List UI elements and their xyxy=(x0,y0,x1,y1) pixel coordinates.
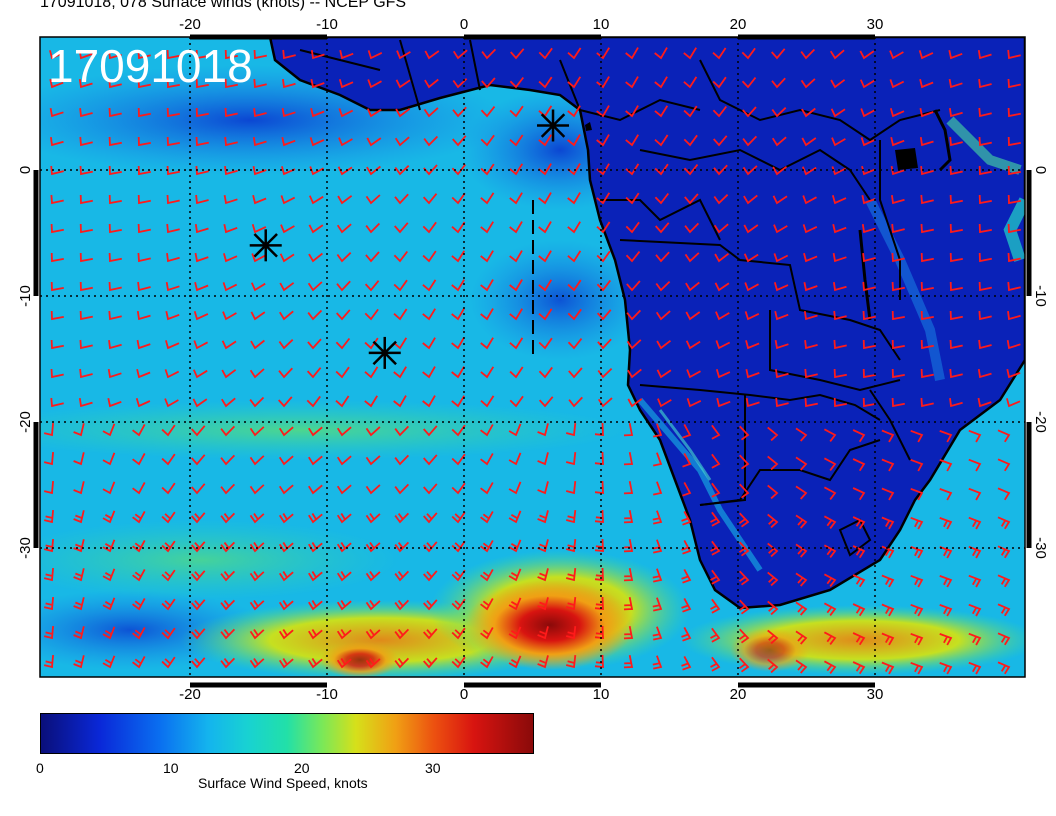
left-tick-label: 0 xyxy=(17,166,34,174)
colorbar-tick: 30 xyxy=(425,760,441,776)
left-tick-label: -10 xyxy=(17,285,34,307)
colorbar-tick: 20 xyxy=(294,760,310,776)
bottom-tick-label: -10 xyxy=(316,686,338,700)
top-tick-label: 20 xyxy=(730,16,747,33)
date-stamp: 17091018 xyxy=(48,40,253,92)
lake-victoria xyxy=(895,148,918,170)
colorbar xyxy=(40,713,534,754)
right-tick-label: -30 xyxy=(1032,537,1049,559)
left-tick-label: -30 xyxy=(17,537,34,559)
frame-ticks xyxy=(33,34,1032,688)
colorbar-tick: 0 xyxy=(36,760,44,776)
chart-title: 17091018, 078 Surface winds (knots) -- N… xyxy=(40,0,407,11)
top-tick-label: 0 xyxy=(460,16,468,33)
asterisk-marker-3 xyxy=(368,336,401,369)
right-tick-label: -20 xyxy=(1032,411,1049,433)
bottom-tick-label: 30 xyxy=(867,686,884,700)
bioko-island xyxy=(585,122,592,131)
bottom-tick-label: -20 xyxy=(179,686,201,700)
grid-lines xyxy=(40,37,1025,677)
bottom-tick-label: 0 xyxy=(460,686,468,700)
colorbar-tick: 10 xyxy=(163,760,179,776)
wind-speed-field xyxy=(40,37,1025,677)
wind-barbs xyxy=(43,47,1021,675)
wind-map: -20 -10 0 10 20 30 -20 -10 0 10 20 30 0 … xyxy=(17,16,1049,700)
top-tick-label: 30 xyxy=(867,16,884,33)
left-tick-label: -20 xyxy=(17,411,34,433)
asterisk-marker-1 xyxy=(537,109,570,142)
markers-layer xyxy=(249,109,570,369)
top-tick-label: -20 xyxy=(179,16,201,33)
right-tick-label: 0 xyxy=(1032,166,1049,174)
africa-landmass xyxy=(268,37,1025,610)
wind-barb-field xyxy=(43,47,1021,675)
top-tick-label: 10 xyxy=(593,16,610,33)
top-tick-label: -10 xyxy=(316,16,338,33)
colorbar-label: Surface Wind Speed, knots xyxy=(198,775,368,791)
bottom-tick-label: 20 xyxy=(730,686,747,700)
bottom-tick-label: 10 xyxy=(593,686,610,700)
right-tick-label: -10 xyxy=(1032,285,1049,307)
asterisk-marker-2 xyxy=(249,229,282,262)
